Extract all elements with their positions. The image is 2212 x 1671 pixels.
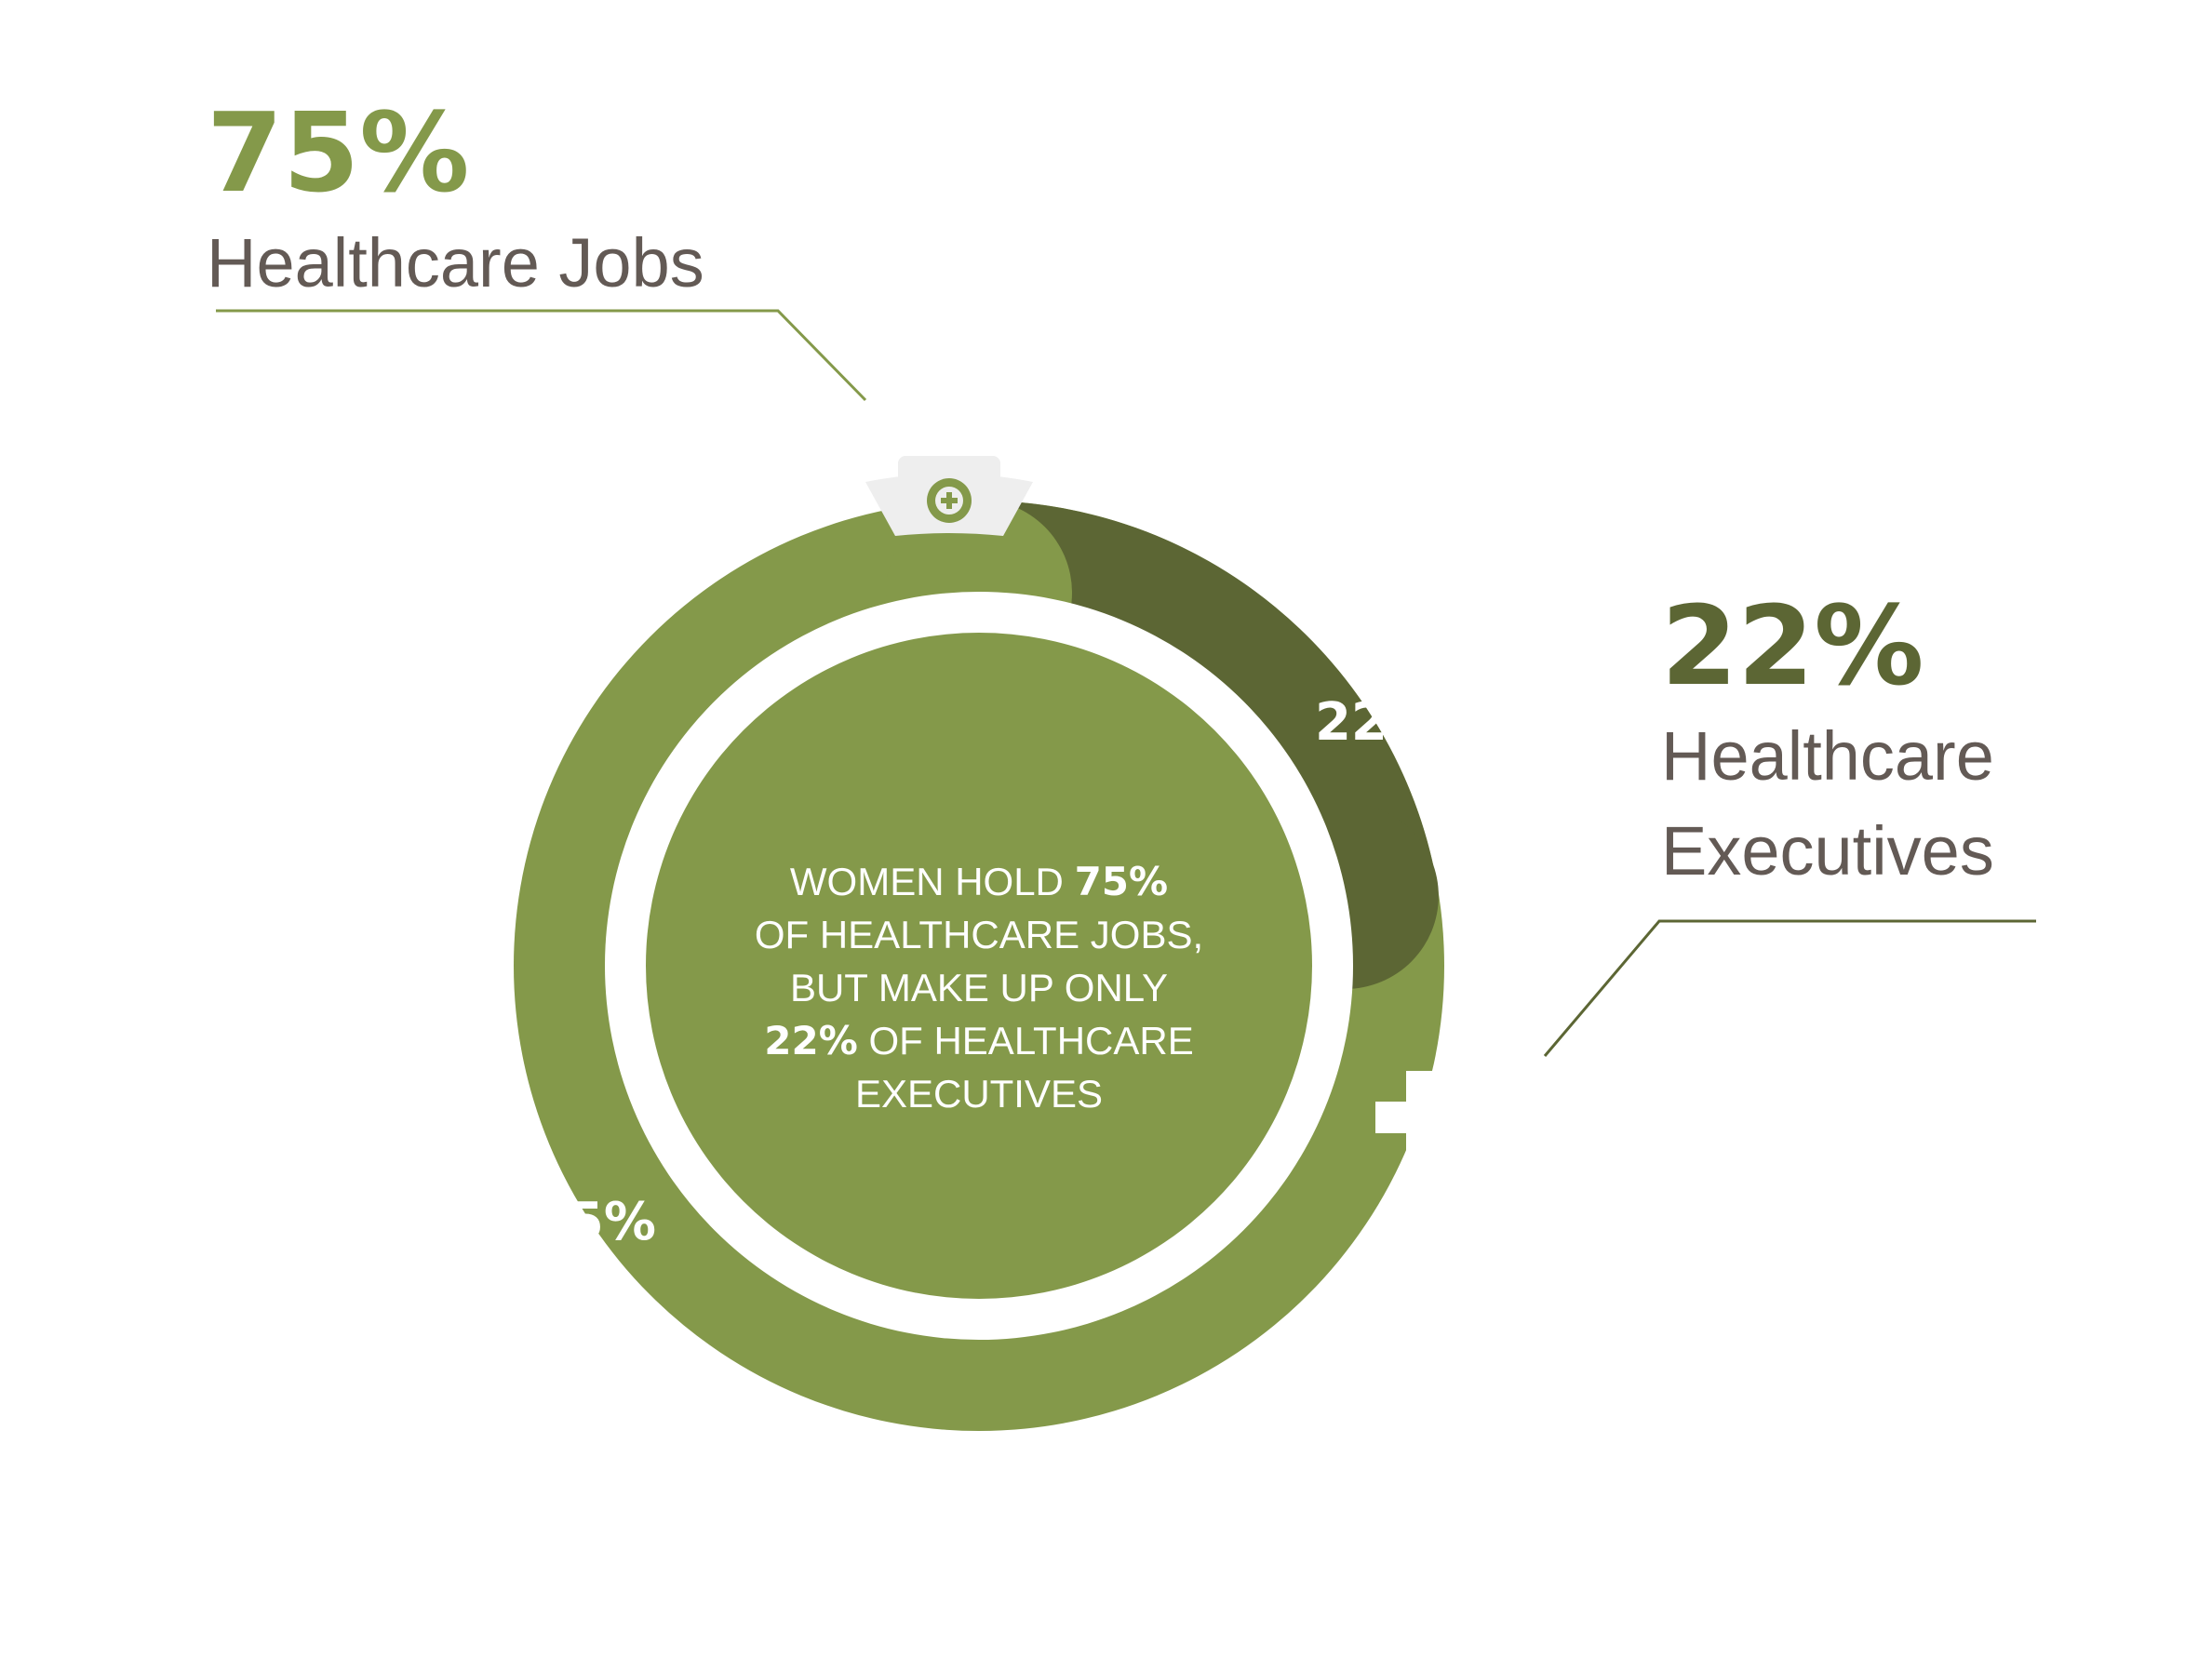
center-line-1-value: 75% — [1075, 859, 1169, 904]
center-line-4-value: 22% — [764, 1018, 858, 1063]
callout-jobs-label: Healthcare Jobs — [207, 224, 704, 301]
center-line-1-text: WOMEN HOLD — [790, 860, 1075, 903]
center-summary-text: WOMEN HOLD 75% OF HEALTHCARE JOBS, BUT M… — [755, 859, 1203, 1116]
center-line-4-text: OF HEALTHCARE — [858, 1019, 1194, 1063]
callout-jobs-value: 75% — [207, 88, 469, 217]
inner-disc — [646, 633, 1312, 1299]
medical-cross-icon — [1375, 1071, 1468, 1164]
callout-executives-leader-line — [1543, 919, 2036, 1057]
nurse-cap-icon — [865, 456, 1033, 536]
center-line-1: WOMEN HOLD 75% — [790, 859, 1168, 904]
callout-executives-label-1: Healthcare — [1661, 717, 1994, 795]
center-line-3: BUT MAKE UP ONLY — [790, 966, 1168, 1009]
center-line-4: 22% OF HEALTHCARE — [764, 1018, 1193, 1063]
ring-label-executives: 22% — [1315, 692, 1440, 753]
callout-jobs-leader-line — [216, 309, 867, 402]
ring-label-jobs: 75% — [531, 1192, 656, 1252]
callout-executives-value: 22% — [1661, 582, 1924, 710]
callout-executives-label-2: Executives — [1661, 812, 1994, 889]
center-line-2: OF HEALTHCARE JOBS, — [755, 913, 1203, 956]
center-line-5: EXECUTIVES — [855, 1072, 1103, 1116]
